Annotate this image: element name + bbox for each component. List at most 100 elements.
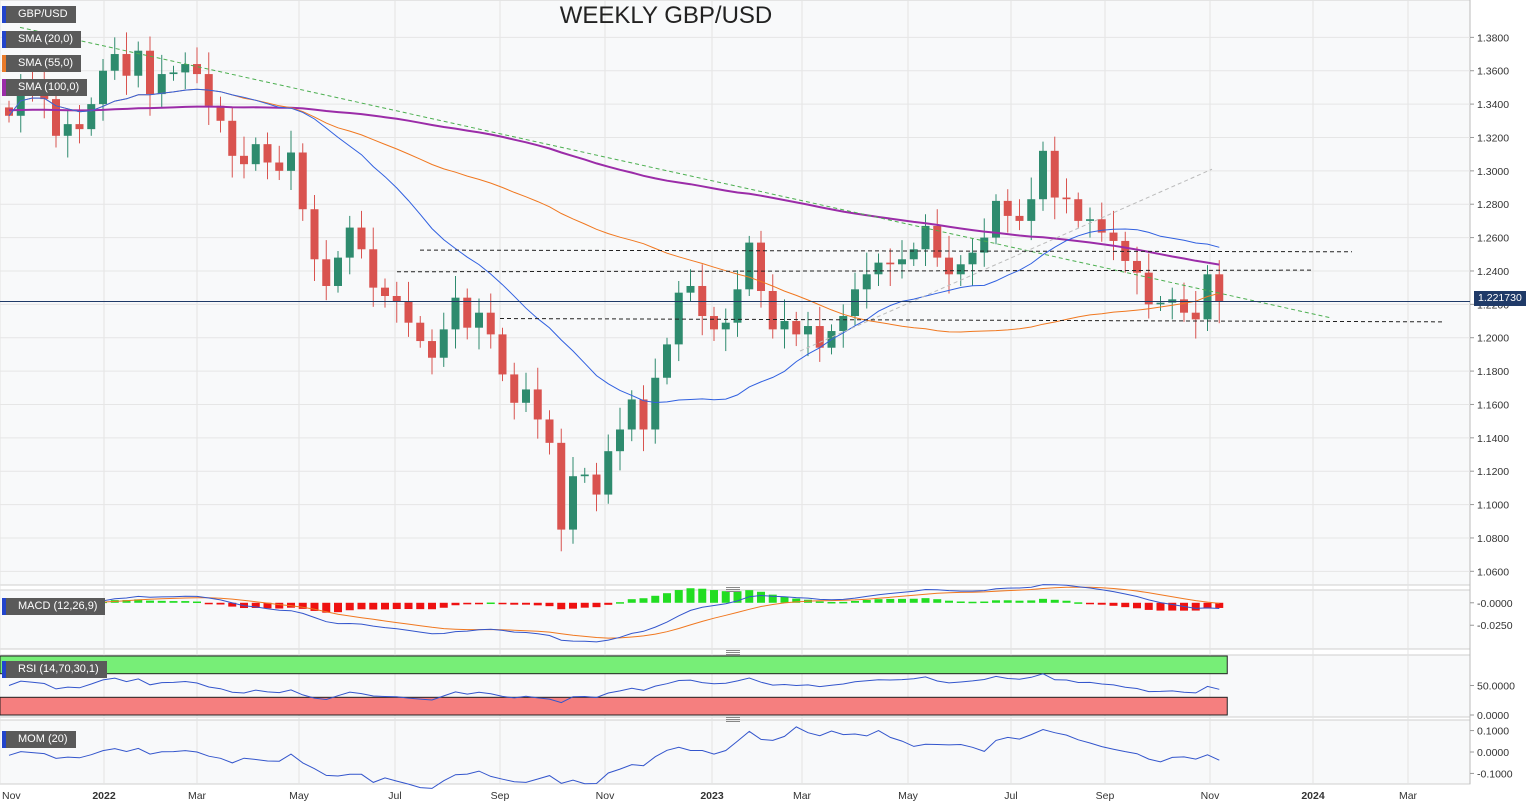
macd-hist-bar	[216, 602, 225, 605]
rsi-y-tick-label: 0.0000	[1477, 710, 1509, 722]
macd-hist-bar	[381, 602, 389, 610]
candle-body	[157, 74, 166, 95]
candle-body	[815, 326, 824, 348]
x-tick-label: 2023	[700, 790, 724, 802]
macd-hist-bar	[475, 602, 483, 605]
macd-hist-bar	[122, 600, 131, 603]
candle-body	[909, 249, 918, 260]
macd-hist-bar	[839, 601, 848, 604]
macd-hist-bar	[510, 602, 519, 605]
legend-macd[interactable]: MACD (12,26,9)	[2, 598, 106, 615]
macd-hist-bar	[710, 590, 718, 603]
macd-hist-bar	[980, 601, 989, 604]
rsi-y-tick-label: 50.0000	[1477, 681, 1515, 693]
candle-body	[1039, 150, 1047, 200]
trendline-up	[799, 168, 1213, 352]
x-tick-label: 2024	[1301, 790, 1325, 802]
macd-hist-bar	[1062, 600, 1071, 603]
candle-body	[1003, 200, 1012, 216]
pane-resize-handle[interactable]	[726, 650, 740, 655]
macd-hist-bar	[428, 602, 436, 610]
macd-hist-bar	[1191, 602, 1200, 611]
candle-body	[804, 326, 812, 335]
macd-hist-bar	[1156, 602, 1165, 611]
candle-body	[193, 64, 201, 75]
y-tick-label: 1.2800	[1477, 199, 1509, 211]
macd-hist-bar	[157, 600, 166, 603]
macd-hist-bar	[251, 602, 260, 608]
macd-line	[8, 584, 1220, 643]
candle-body	[498, 334, 507, 375]
candle-body	[921, 225, 930, 250]
macd-hist-bar	[322, 602, 331, 613]
macd-hist-bar	[498, 602, 507, 605]
macd-hist-bar	[651, 595, 660, 603]
candle-body	[674, 292, 683, 345]
candle-body	[298, 152, 307, 210]
candle-body	[228, 120, 237, 156]
x-tick-label: May	[289, 790, 310, 802]
chart-title: WEEKLY GBP/USD	[559, 2, 773, 29]
candle-body	[604, 451, 613, 495]
x-tick-label: Jul	[1004, 790, 1017, 802]
momentum-line	[8, 726, 1220, 789]
y-tick-label: 1.3800	[1477, 32, 1509, 44]
candle-body	[381, 287, 389, 296]
x-tick-label: Nov	[596, 790, 615, 802]
candle-body	[1097, 219, 1106, 233]
macd-hist-bar	[486, 602, 495, 605]
legend-gbpusd[interactable]: GBP/USD	[2, 6, 76, 23]
legend-mom[interactable]: MOM (20)	[2, 731, 76, 748]
legend-sma55[interactable]: SMA (55,0)	[2, 55, 82, 72]
candle-body	[1027, 199, 1036, 221]
macd-hist-bar	[181, 601, 190, 603]
macd-hist-bar	[451, 602, 460, 606]
candle-body	[956, 264, 965, 275]
macd-hist-bar	[557, 602, 566, 610]
candle-body	[710, 316, 718, 330]
candle-body	[592, 474, 601, 495]
candle-body	[52, 99, 60, 136]
candle-body	[5, 107, 13, 116]
macd-hist-bar	[533, 602, 542, 606]
pane-mom	[0, 719, 1471, 785]
y-tick-label: 1.2600	[1477, 233, 1509, 245]
legend-rsi[interactable]: RSI (14,70,30,1)	[2, 661, 107, 678]
y-tick-label: 1.3200	[1477, 132, 1509, 144]
legend-sma100[interactable]: SMA (100,0)	[2, 79, 88, 96]
candle-body	[522, 389, 530, 403]
candle-body	[874, 262, 883, 275]
macd-hist-bar	[334, 602, 342, 613]
x-tick-label: Jul	[388, 790, 401, 802]
macd-hist-bar	[698, 588, 707, 603]
candle-body	[216, 105, 225, 121]
legend-sma20[interactable]: SMA (20,0)	[2, 31, 82, 48]
candle-body	[357, 227, 366, 250]
macd-hist-bar	[1003, 600, 1012, 603]
macd-hist-bar	[874, 599, 883, 603]
macd-hist-bar	[721, 591, 730, 603]
candle-body	[898, 259, 906, 265]
macd-hist-bar	[862, 599, 871, 603]
y-tick-label: 1.2000	[1477, 333, 1509, 345]
candle-body	[992, 200, 1000, 238]
candle-body	[768, 290, 777, 330]
pane-resize-handle[interactable]	[726, 717, 740, 722]
candle-body	[1191, 312, 1200, 320]
candle-body	[334, 257, 342, 286]
x-tick-label: Mar	[1399, 790, 1418, 802]
rsi-line	[8, 673, 1220, 704]
pane-resize-handle[interactable]	[726, 587, 740, 592]
candle-body	[745, 242, 754, 290]
candle-body	[428, 341, 436, 358]
macd-hist-bar	[663, 593, 671, 603]
y-tick-label: 1.0600	[1477, 566, 1509, 578]
macd-hist-bar	[686, 588, 695, 603]
macd-hist-bar	[604, 602, 613, 605]
level-resistance-upper	[419, 249, 1353, 253]
macd-histogram	[5, 588, 1224, 613]
candle-body	[980, 237, 989, 253]
y-tick-label: 1.1600	[1477, 399, 1509, 411]
macd-hist-bar	[204, 602, 213, 605]
